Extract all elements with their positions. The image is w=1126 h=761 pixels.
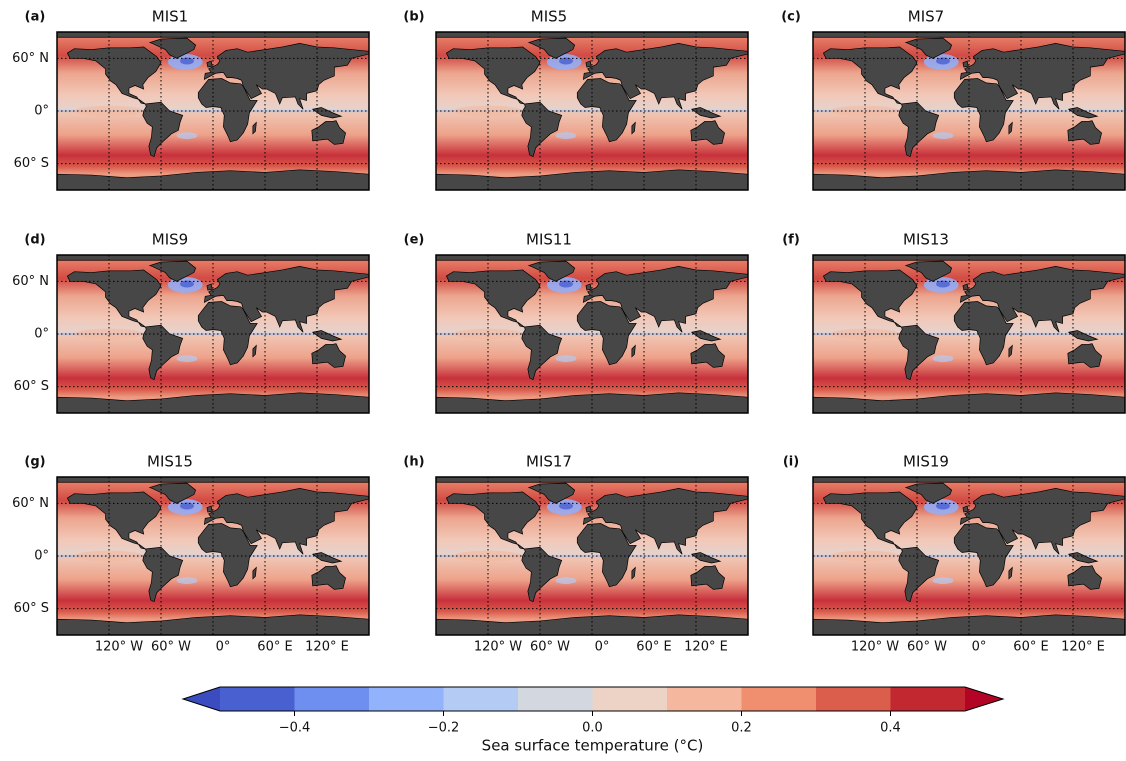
map-panel: (b) MIS5 bbox=[403, 8, 749, 191]
map-frame bbox=[812, 254, 1126, 414]
panel-title: MIS9 bbox=[152, 231, 188, 249]
map-frame bbox=[812, 476, 1126, 636]
lat-tick-label: 60° N bbox=[12, 51, 49, 66]
lat-tick-label: 0° bbox=[34, 327, 49, 342]
colorbar-segment bbox=[741, 687, 817, 711]
lat-tick-label: 0° bbox=[34, 549, 49, 564]
colorbar-segment bbox=[369, 687, 444, 711]
lat-tick-label: 0° bbox=[34, 104, 49, 119]
panel-letter: (i) bbox=[783, 455, 799, 470]
lon-tick-label: 120° E bbox=[305, 640, 349, 655]
lon-tick-label: 60° W bbox=[530, 640, 570, 655]
colorbar-tick-label: −0.4 bbox=[279, 721, 311, 736]
map-frame bbox=[435, 476, 749, 636]
map-panel: 60° N 0° 60° S (d) MIS9 bbox=[12, 231, 370, 414]
panel-letter: (d) bbox=[24, 233, 45, 248]
map-frame bbox=[435, 31, 749, 191]
map-panel: 60° N 0° 60° S (a) MIS1 bbox=[12, 8, 370, 191]
lat-tick-label: 60° S bbox=[14, 379, 49, 394]
colorbar-segment bbox=[518, 687, 593, 711]
lat-tick-label: 60° N bbox=[12, 274, 49, 289]
lon-tick-label: 120° W bbox=[851, 640, 899, 655]
colorbar-tick-label: 0.0 bbox=[582, 721, 603, 736]
lon-tick-label: 60° W bbox=[151, 640, 191, 655]
panel-letter: (h) bbox=[403, 455, 424, 470]
lon-tick-label: 120° W bbox=[474, 640, 522, 655]
colorbar-tick-label: 0.2 bbox=[731, 721, 752, 736]
panel-letter: (g) bbox=[24, 455, 45, 470]
panel-title: MIS15 bbox=[147, 453, 193, 471]
map-frame bbox=[435, 254, 749, 414]
colorbar-segment bbox=[816, 687, 891, 711]
colorbar-over bbox=[965, 687, 1003, 711]
map-panel: (c) MIS7 bbox=[781, 8, 1126, 191]
panel-title: MIS19 bbox=[903, 453, 949, 471]
map-frame bbox=[56, 31, 370, 191]
lon-tick-label: 60° E bbox=[257, 640, 292, 655]
colorbar-segment bbox=[443, 687, 519, 711]
map-panel: (f) MIS13 bbox=[782, 231, 1126, 414]
panel-title: MIS11 bbox=[526, 231, 572, 249]
map-panel: 60° N 0° 60° S 120° W 60° W 0° 60° E 120° E (g) M… bbox=[12, 453, 370, 655]
colorbar-segment bbox=[592, 687, 668, 711]
panel-letter: (a) bbox=[25, 10, 46, 25]
map-frame bbox=[56, 254, 370, 414]
panel-letter: (b) bbox=[403, 10, 424, 25]
colorbar-segment bbox=[890, 687, 966, 711]
map-panel: 120° W 60° W 0° 60° E 120° E (i) MIS19 bbox=[783, 453, 1126, 655]
lon-tick-label: 60° W bbox=[907, 640, 947, 655]
panel-title: MIS1 bbox=[152, 8, 188, 26]
panel-title: MIS13 bbox=[903, 231, 949, 249]
panel-title: MIS7 bbox=[908, 8, 944, 26]
panel-letter: (f) bbox=[782, 233, 800, 248]
lon-tick-label: 0° bbox=[595, 640, 610, 655]
lon-tick-label: 60° E bbox=[636, 640, 671, 655]
lon-tick-label: 120° W bbox=[95, 640, 143, 655]
colorbar-segment bbox=[294, 687, 370, 711]
colorbar-segment bbox=[220, 687, 295, 711]
lon-tick-label: 120° E bbox=[684, 640, 728, 655]
colorbar-under bbox=[183, 687, 220, 711]
lat-tick-label: 60° N bbox=[12, 496, 49, 511]
lat-tick-label: 60° S bbox=[14, 601, 49, 616]
panel-title: MIS5 bbox=[531, 8, 567, 26]
panel-title: MIS17 bbox=[526, 453, 572, 471]
map-panel: (e) MIS11 bbox=[404, 231, 749, 414]
colorbar-tick-label: −0.2 bbox=[428, 721, 460, 736]
colorbar-tick-label: 0.4 bbox=[880, 721, 901, 736]
panel-letter: (c) bbox=[781, 10, 801, 25]
colorbar: −0.4 −0.2 0.0 0.2 0.4 Sea surface temperature… bbox=[181, 686, 1005, 755]
colorbar-segment bbox=[667, 687, 742, 711]
lat-tick-label: 60° S bbox=[14, 156, 49, 171]
map-frame bbox=[56, 476, 370, 636]
lon-tick-label: 120° E bbox=[1061, 640, 1105, 655]
colorbar-outline bbox=[181, 686, 1005, 712]
map-frame bbox=[812, 31, 1126, 191]
lon-tick-label: 60° E bbox=[1013, 640, 1048, 655]
map-panel: 120° W 60° W 0° 60° E 120° E (h) MIS17 bbox=[403, 453, 749, 655]
lon-tick-label: 0° bbox=[972, 640, 987, 655]
colorbar-label: Sea surface temperature (°C) bbox=[482, 737, 704, 755]
lon-tick-label: 0° bbox=[216, 640, 231, 655]
panel-letter: (e) bbox=[404, 233, 425, 248]
